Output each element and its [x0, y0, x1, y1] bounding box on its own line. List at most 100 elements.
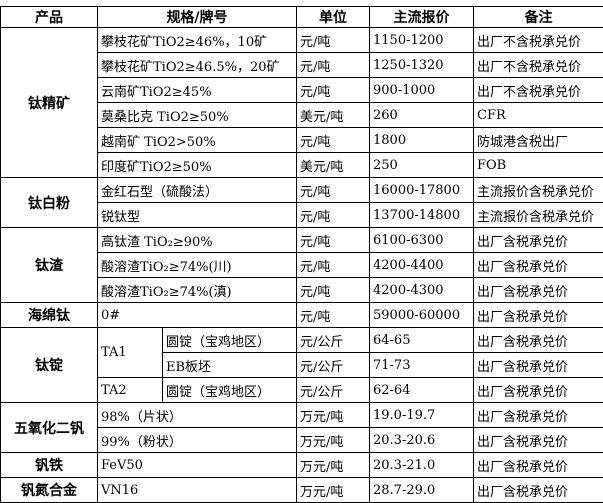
unit-cell: 万元/吨 — [297, 478, 370, 503]
price-cell: 1150-1200 — [370, 28, 474, 53]
unit-cell: 元/吨 — [297, 303, 370, 328]
product-cell: 钛锭 — [1, 328, 98, 403]
spec-cell: 印度矿TiO2≥50% — [98, 153, 297, 178]
spec-cell: 高钛渣 TiO₂≥90% — [98, 228, 297, 253]
note-cell: 出厂含税承兑价 — [474, 478, 603, 503]
price-table-container: 产品 规格/牌号 单位 主流报价 备注 钛精矿攀枝花矿TiO2≥46%，10矿元… — [0, 6, 603, 503]
spec-cell: 酸溶渣TiO₂≥74%(滇) — [98, 278, 297, 303]
note-cell: 出厂含税承兑价 — [474, 403, 603, 428]
price-table: 产品 规格/牌号 单位 主流报价 备注 钛精矿攀枝花矿TiO2≥46%，10矿元… — [0, 6, 603, 503]
header-cell: 主流报价 — [370, 7, 474, 28]
product-cell: 钒铁 — [1, 453, 98, 478]
unit-cell: 元/吨 — [297, 228, 370, 253]
note-cell: 出厂不含税承兑价 — [474, 78, 603, 103]
product-cell: 五氧化二钒 — [1, 403, 98, 453]
unit-cell: 元/公斤 — [297, 378, 370, 403]
header-cell: 备注 — [474, 7, 603, 28]
spec-cell: VN16 — [98, 478, 297, 503]
spec-cell: 云南矿TiO2≥45% — [98, 78, 297, 103]
spec-cell: 98%（片状） — [98, 403, 297, 428]
note-cell: 出厂含税承兑价 — [474, 428, 603, 453]
spec-cell: 攀枝花矿TiO2≥46.5%，20矿 — [98, 53, 297, 78]
product-cell: 钒氮合金 — [1, 478, 98, 503]
price-cell: 20.3-20.6 — [370, 428, 474, 453]
spec-cell: 0# — [98, 303, 297, 328]
unit-cell: 元/吨 — [297, 53, 370, 78]
price-cell: 6100-6300 — [370, 228, 474, 253]
note-cell: CFR — [474, 103, 603, 128]
unit-cell: 元/吨 — [297, 253, 370, 278]
spec-cell: 酸溶渣TiO₂≥74%(川) — [98, 253, 297, 278]
note-cell: 出厂含税承兑价 — [474, 278, 603, 303]
note-cell: 出厂含税承兑价 — [474, 353, 603, 378]
unit-cell: 元/吨 — [297, 78, 370, 103]
price-cell: 1250-1320 — [370, 53, 474, 78]
unit-cell: 美元/吨 — [297, 103, 370, 128]
price-cell: 4200-4400 — [370, 253, 474, 278]
spec-cell: 圆锭（宝鸡地区） — [163, 378, 297, 403]
note-cell: 防城港含税出厂 — [474, 128, 603, 153]
note-cell: 出厂含税承兑价 — [474, 453, 603, 478]
price-cell: 71-73 — [370, 353, 474, 378]
spec-cell: 莫桑比克 TiO2≥50% — [98, 103, 297, 128]
header-cell: 规格/牌号 — [98, 7, 297, 28]
unit-cell: 元/吨 — [297, 278, 370, 303]
unit-cell: 万元/吨 — [297, 453, 370, 478]
spec-cell: 锐钛型 — [98, 203, 297, 228]
spec-cell: 攀枝花矿TiO2≥46%，10矿 — [98, 28, 297, 53]
price-cell: 62-64 — [370, 378, 474, 403]
price-cell: 16000-17800 — [370, 178, 474, 203]
product-cell: 钛精矿 — [1, 28, 98, 178]
grade-cell: TA1 — [98, 328, 163, 378]
price-cell: 19.0-19.7 — [370, 403, 474, 428]
spec-cell: 金红石型（硫酸法） — [98, 178, 297, 203]
unit-cell: 元/吨 — [297, 178, 370, 203]
note-cell: 出厂含税承兑价 — [474, 253, 603, 278]
note-cell: 出厂含税承兑价 — [474, 378, 603, 403]
unit-cell: 万元/吨 — [297, 403, 370, 428]
grade-cell: TA2 — [98, 378, 163, 403]
product-cell: 钛白粉 — [1, 178, 98, 228]
product-cell: 海绵钛 — [1, 303, 98, 328]
unit-cell: 元/公斤 — [297, 353, 370, 378]
price-cell: 64-65 — [370, 328, 474, 353]
header-row: 产品 规格/牌号 单位 主流报价 备注 — [1, 7, 603, 28]
price-cell: 1800 — [370, 128, 474, 153]
note-cell: FOB — [474, 153, 603, 178]
unit-cell: 元/吨 — [297, 203, 370, 228]
note-cell: 主流报价含税承兑价 — [474, 203, 603, 228]
note-cell: 出厂含税承兑价 — [474, 228, 603, 253]
price-cell: 900-1000 — [370, 78, 474, 103]
header-cell: 产品 — [1, 7, 98, 28]
header-cell: 单位 — [297, 7, 370, 28]
spec-cell: 99%（粉状） — [98, 428, 297, 453]
product-cell: 钛渣 — [1, 228, 98, 303]
unit-cell: 元/公斤 — [297, 328, 370, 353]
unit-cell: 美元/吨 — [297, 153, 370, 178]
price-cell: 28.7-29.0 — [370, 478, 474, 503]
spec-cell: 圆锭（宝鸡地区） — [163, 328, 297, 353]
price-cell: 20.3-21.0 — [370, 453, 474, 478]
price-cell: 260 — [370, 103, 474, 128]
spec-cell: FeV50 — [98, 453, 297, 478]
price-cell: 59000-60000 — [370, 303, 474, 328]
spec-cell: 越南矿 TiO2>50% — [98, 128, 297, 153]
price-cell: 4200-4300 — [370, 278, 474, 303]
note-cell: 出厂不含税承兑价 — [474, 53, 603, 78]
unit-cell: 万元/吨 — [297, 428, 370, 453]
spec-cell: EB板坯 — [163, 353, 297, 378]
note-cell: 出厂含税承兑价 — [474, 328, 603, 353]
note-cell: 出厂含税承兑价 — [474, 303, 603, 328]
note-cell: 主流报价含税承兑价 — [474, 178, 603, 203]
unit-cell: 元/吨 — [297, 28, 370, 53]
note-cell: 出厂不含税承兑价 — [474, 28, 603, 53]
